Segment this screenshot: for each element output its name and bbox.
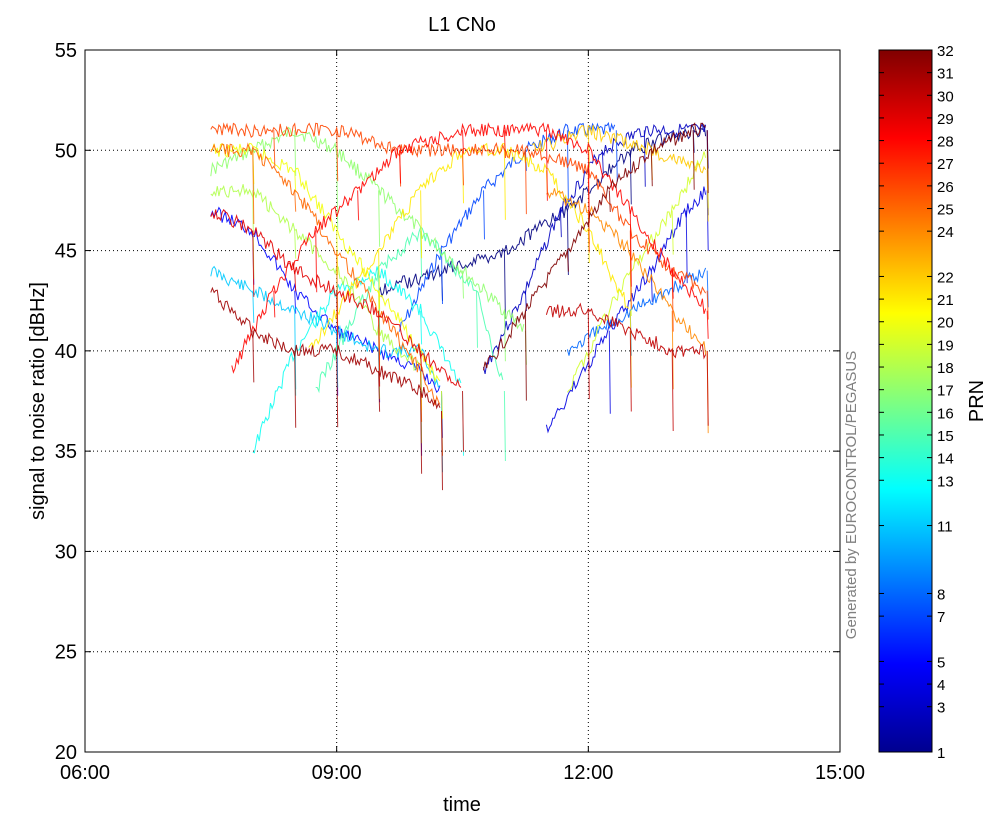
colorbar-tick-label: 20 xyxy=(937,315,954,332)
series-prn-24 xyxy=(546,188,707,355)
colorbar-tick-label: 16 xyxy=(937,405,954,422)
colorbar-tick-label: 21 xyxy=(937,292,954,309)
chart-title: L1 CNo xyxy=(428,14,496,36)
colorbar-tick-label: 15 xyxy=(937,428,954,445)
series-prn-8 xyxy=(566,267,707,356)
series-prn-29-dropouts xyxy=(252,230,464,452)
colorbar xyxy=(878,49,933,753)
series-prn-18 xyxy=(210,184,420,372)
watermark: Generated by EUROCONTROL/PEGASUS xyxy=(843,351,860,639)
series-prn-28-dropouts xyxy=(273,130,709,339)
series-prn-21 xyxy=(308,142,630,349)
y-tick-label: 30 xyxy=(55,541,77,563)
y-tick-label: 45 xyxy=(55,241,77,263)
series-prn-11 xyxy=(210,265,441,388)
y-tick-label: 35 xyxy=(55,441,77,463)
x-tick-label: 09:00 xyxy=(312,762,362,784)
x-axis-ticks: 06:00 09:00 12:00 15:00 xyxy=(60,50,865,784)
colorbar-tick-label: 18 xyxy=(937,360,954,377)
series-prn-32-dropouts xyxy=(524,130,709,401)
colorbar-tick-label: 1 xyxy=(937,745,945,762)
x-tick-label: 12:00 xyxy=(563,762,613,784)
y-tick-label: 50 xyxy=(55,140,77,162)
colorbar-tick-label: 31 xyxy=(937,66,954,83)
series-prn-4 xyxy=(545,186,707,434)
y-tick-label: 40 xyxy=(55,341,77,363)
series-prn-28 xyxy=(231,122,707,374)
colorbar-tick-label: 8 xyxy=(937,586,945,603)
plot-frame xyxy=(84,49,841,753)
series-prn-4-dropouts xyxy=(608,190,709,414)
colorbar-tick-label: 24 xyxy=(937,224,954,241)
series-prn-19 xyxy=(567,151,707,393)
colorbar-tick-label: 3 xyxy=(937,700,945,717)
series-prn-30-dropouts xyxy=(587,310,709,432)
colorbar-tick-label: 29 xyxy=(937,111,954,128)
colorbar-tick-label: 25 xyxy=(937,202,954,219)
colorbar-tick-label: 27 xyxy=(937,156,954,173)
y-tick-label: 20 xyxy=(55,742,77,764)
colorbar-tick-label: 32 xyxy=(937,43,954,60)
colorbar-tick-label: 4 xyxy=(937,677,945,694)
colorbar-tick-label: 17 xyxy=(937,383,954,400)
colorbar-tick-label: 30 xyxy=(937,88,954,105)
x-tick-label: 06:00 xyxy=(60,762,110,784)
series-prn-7 xyxy=(399,121,616,332)
series-prn-32 xyxy=(483,122,706,371)
data-series xyxy=(210,121,709,491)
colorbar-tick-label: 19 xyxy=(937,337,954,354)
colorbar-tick-label: 11 xyxy=(937,519,953,536)
series-prn-15 xyxy=(315,226,504,394)
series-prn-31 xyxy=(210,286,441,410)
series-prn-22 xyxy=(532,124,707,174)
colorbar-tick-label: 28 xyxy=(937,134,954,151)
colorbar-label: PRN xyxy=(966,380,988,422)
colorbar-tick-label: 26 xyxy=(937,179,954,196)
y-axis-ticks: 20 25 30 35 40 45 50 55 xyxy=(55,40,840,764)
y-axis-label: signal to noise ratio [dBHz] xyxy=(27,282,49,520)
series-prn-30 xyxy=(545,302,707,360)
series-prn-31-dropouts xyxy=(252,330,443,491)
series-prn-26 xyxy=(210,122,707,296)
series-prn-3-dropouts xyxy=(524,130,709,312)
colorbar-tick-label: 22 xyxy=(937,269,954,286)
colorbar-ticks: 1345781113141516171819202122242526272829… xyxy=(879,43,954,762)
series-prn-20 xyxy=(210,142,441,383)
x-axis-label: time xyxy=(443,794,481,816)
colorbar-tick-label: 7 xyxy=(937,609,945,626)
colorbar-tick-label: 5 xyxy=(937,654,945,671)
colorbar-tick-label: 13 xyxy=(937,473,954,490)
colorbar-tick-label: 14 xyxy=(937,451,954,468)
series-prn-13 xyxy=(252,266,462,454)
series-prn-25 xyxy=(210,142,441,406)
y-tick-label: 55 xyxy=(55,40,77,62)
y-tick-label: 25 xyxy=(55,642,77,664)
x-tick-label: 15:00 xyxy=(815,762,865,784)
series-prn-5 xyxy=(210,206,441,394)
series-prn-3 xyxy=(483,122,707,375)
